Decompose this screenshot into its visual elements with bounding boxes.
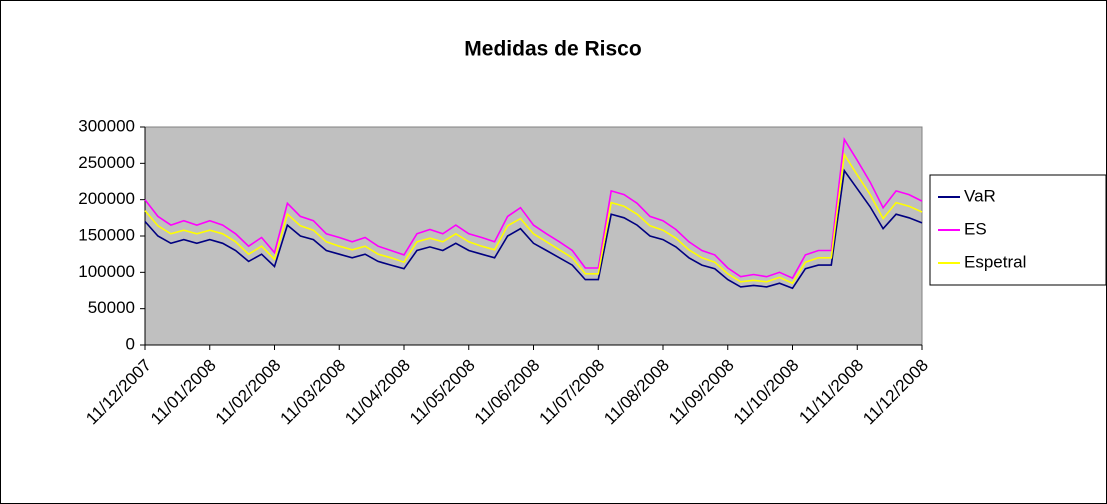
y-tick-label: 100000: [78, 262, 135, 281]
y-tick-label: 200000: [78, 189, 135, 208]
chart-title: Medidas de Risco: [464, 38, 641, 61]
y-tick-label: 300000: [78, 116, 135, 135]
y-tick-label: 50000: [88, 298, 135, 317]
series-line: [144, 152, 923, 285]
y-tick-label: 250000: [78, 153, 135, 172]
series-line: [144, 168, 923, 290]
legend-label: Espetral: [964, 252, 1026, 271]
plot-area: [144, 126, 923, 346]
y-tick-label: 150000: [78, 225, 135, 244]
series-line: [144, 137, 923, 280]
y-tick-label: 0: [126, 334, 135, 353]
legend-label: VaR: [964, 186, 996, 205]
legend-label: ES: [964, 219, 987, 238]
